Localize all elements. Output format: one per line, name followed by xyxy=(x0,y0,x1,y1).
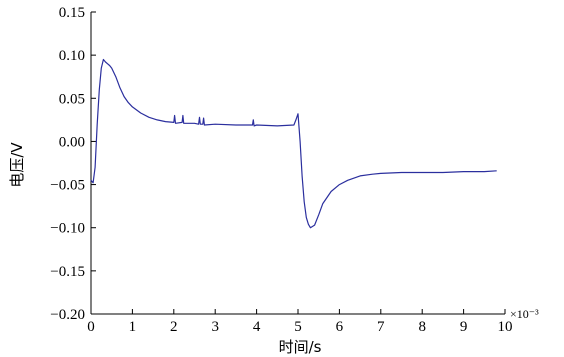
y-axis: 0.15 0.10 0.05 0.00 −0.05 −0.10 −0.15 −0.20 xyxy=(50,5,96,323)
x-axis: 0 1 2 3 4 5 6 7 8 9 10 xyxy=(87,309,513,335)
x-tick-label: 9 xyxy=(460,319,468,335)
x-tick-label: 0 xyxy=(87,319,95,335)
y-tick-label: −0.15 xyxy=(50,264,85,280)
x-tick-label: 6 xyxy=(336,319,344,335)
x-axis-title: 时间/s xyxy=(279,338,322,356)
y-tick-label: 0.10 xyxy=(59,48,85,64)
y-tick-label: −0.05 xyxy=(50,178,85,194)
y-tick-label: 0.05 xyxy=(59,91,85,107)
y-tick-label: −0.20 xyxy=(50,307,85,323)
x-tick-label: 1 xyxy=(129,319,137,335)
y-axis-title: 电压/V xyxy=(8,142,26,188)
x-tick-label: 5 xyxy=(294,319,302,335)
y-tick-label: −0.10 xyxy=(50,221,85,237)
x-scale-factor: ×10⁻³ xyxy=(510,307,539,321)
y-tick-label: 0.15 xyxy=(59,5,85,21)
x-tick-label: 3 xyxy=(211,319,219,335)
x-tick-label: 7 xyxy=(377,319,385,335)
x-tick-label: 2 xyxy=(170,319,178,335)
series-line xyxy=(90,58,497,229)
x-tick-label: 10 xyxy=(498,319,513,335)
x-tick-label: 4 xyxy=(253,319,261,335)
x-tick-label: 8 xyxy=(418,319,426,335)
series-layer xyxy=(90,58,497,229)
y-tick-label: 0.00 xyxy=(59,134,85,150)
